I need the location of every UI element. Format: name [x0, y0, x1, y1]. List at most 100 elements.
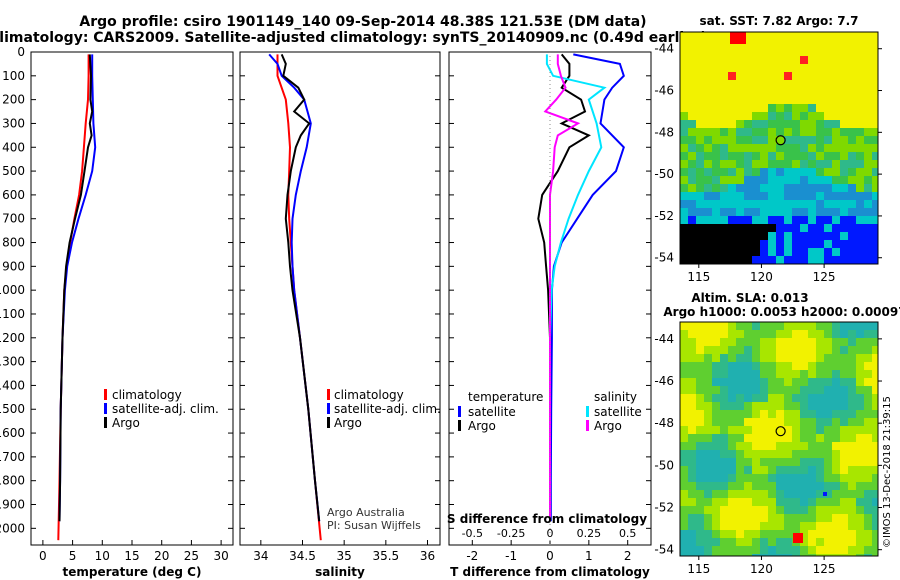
map-cell [728, 248, 736, 256]
map-cell [824, 120, 832, 128]
map-cell [688, 112, 696, 120]
map-cell [808, 362, 816, 370]
map-cell [840, 330, 848, 338]
depth-tick-label: 1000 [0, 283, 25, 297]
map-cell [840, 530, 848, 538]
map-cell [680, 386, 688, 394]
map-cell [696, 322, 704, 330]
map-cell [872, 530, 878, 538]
map-cell [696, 530, 704, 538]
x2-tick-label: 0.25 [577, 527, 602, 540]
map-cell [704, 48, 712, 56]
legend-swatch [104, 389, 107, 400]
map-cell [704, 248, 712, 256]
map-cell [760, 530, 768, 538]
map-cell [872, 522, 878, 530]
map-cell [784, 160, 792, 168]
map-cell [696, 498, 704, 506]
map-cell [856, 490, 864, 498]
map-cell [736, 240, 744, 248]
map-cell [736, 232, 744, 240]
map-cell [808, 506, 816, 514]
map-cell [744, 378, 752, 386]
map-cell [856, 506, 864, 514]
map-cell [848, 40, 856, 48]
map-cell [840, 402, 848, 410]
map-cell [800, 32, 808, 40]
depth-tick-label: 1500 [0, 402, 25, 416]
map-cell [696, 224, 704, 232]
map-cell [824, 160, 832, 168]
map-cell [816, 506, 824, 514]
legend-label: satellite [468, 405, 516, 419]
map-cell [848, 112, 856, 120]
map-cell [680, 514, 688, 522]
map-cell [776, 370, 784, 378]
map-cell [792, 450, 800, 458]
map-cell [800, 48, 808, 56]
map-cell [760, 144, 768, 152]
lat-tick-label: -54 [654, 251, 674, 265]
map-cell [808, 386, 816, 394]
map-cell [680, 104, 688, 112]
map-cell [752, 386, 760, 394]
map-cell [848, 378, 856, 386]
map-cell [688, 362, 696, 370]
map-cell [800, 338, 808, 346]
map-cell [840, 514, 848, 522]
map-cell [680, 530, 688, 538]
sla-title: Altim. SLA: 0.013 [691, 291, 808, 305]
map-cell [696, 176, 704, 184]
map-cell [704, 96, 712, 104]
map-cell [848, 418, 856, 426]
map-cell [768, 538, 776, 546]
map-cell [720, 256, 728, 264]
map-cell [760, 96, 768, 104]
map-cell [856, 418, 864, 426]
map-cell [784, 394, 792, 402]
map-cell [776, 256, 784, 264]
map-cell [696, 232, 704, 240]
map-cell [864, 224, 872, 232]
map-cell [752, 40, 760, 48]
map-cell [720, 474, 728, 482]
map-cell [832, 490, 840, 498]
map-cell [840, 56, 848, 64]
lat-tick-label: -50 [654, 167, 674, 181]
map-cell [768, 458, 776, 466]
map-cell [800, 522, 808, 530]
map-cell [792, 362, 800, 370]
map-cell [776, 104, 784, 112]
map-cell [704, 40, 712, 48]
map-cell [824, 248, 832, 256]
map-cell [680, 168, 688, 176]
map-cell [704, 394, 712, 402]
map-cell [872, 112, 878, 120]
map-cell [768, 184, 776, 192]
map-cell [872, 434, 878, 442]
map-cell [768, 354, 776, 362]
map-cell [824, 418, 832, 426]
map-cell [816, 128, 824, 136]
map-cell [776, 216, 784, 224]
x2-tick-label: 0 [547, 527, 554, 540]
map-cell [760, 402, 768, 410]
map-cell [792, 346, 800, 354]
map-cell [816, 184, 824, 192]
map-cell [696, 136, 704, 144]
map-cell [760, 362, 768, 370]
map-cell [736, 362, 744, 370]
map-cell [800, 450, 808, 458]
map-cell [808, 330, 816, 338]
legend-label: satellite-adj. clim. [334, 402, 441, 416]
map-cell [704, 330, 712, 338]
map-cell [816, 322, 824, 330]
depth-tick-label: 1300 [0, 355, 25, 369]
map-cell [848, 490, 856, 498]
map-cell [848, 346, 856, 354]
map-cell [824, 498, 832, 506]
map-cell [768, 410, 776, 418]
map-cell [736, 386, 744, 394]
map-cell [848, 200, 856, 208]
lat-tick-label: -46 [654, 84, 674, 98]
